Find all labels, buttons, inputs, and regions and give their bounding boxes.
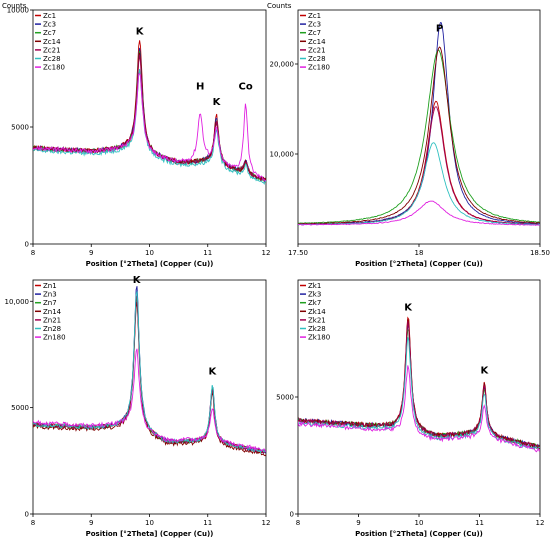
series-line-Zn180 bbox=[33, 348, 266, 452]
x-tick-label: 11 bbox=[203, 519, 212, 527]
y-tick-label: 5000 bbox=[276, 394, 294, 402]
x-axis-label: Position [°2Theta] (Copper (Cu)) bbox=[355, 530, 483, 538]
xrd-panel-4: 8 9 10 11 12 0 5000 Position [°2Theta] (Copper … bbox=[276, 279, 545, 538]
legend-entry: Zn7 bbox=[43, 299, 57, 307]
y-tick-label: 20,000 bbox=[270, 61, 295, 69]
y-tick-label: 10,000 bbox=[270, 151, 295, 159]
series-line-Zc180 bbox=[298, 200, 540, 226]
y-tick-label: 0 bbox=[25, 511, 29, 519]
peak-label: P bbox=[436, 24, 443, 35]
x-tick-label: 12 bbox=[262, 249, 271, 257]
legend-entry: Zc1 bbox=[308, 12, 321, 20]
y-tick-label: 10000 bbox=[7, 7, 29, 15]
legend-entry: Zn3 bbox=[43, 291, 57, 299]
legend-entry: Zc180 bbox=[43, 64, 65, 72]
x-axis-label: Position [°2Theta] (Copper (Cu)) bbox=[86, 530, 214, 538]
peak-label: K bbox=[213, 97, 222, 108]
series-line-Zc3 bbox=[298, 22, 540, 226]
legend-entry: Zc1 bbox=[43, 12, 56, 20]
xrd-panel-2: 17.50 18 18.50 10,000 20,000 Counts Position [… bbox=[267, 2, 550, 268]
legend-entry: Zk28 bbox=[308, 325, 326, 333]
y-axis-label: Counts bbox=[267, 2, 292, 10]
x-tick-label: 18.50 bbox=[530, 249, 550, 257]
x-tick-label: 10 bbox=[145, 519, 154, 527]
legend-entry: Zn1 bbox=[43, 282, 57, 290]
legend-entry: Zc28 bbox=[308, 55, 326, 63]
series-line-Zn14 bbox=[33, 301, 266, 457]
legend-entry: Zk1 bbox=[308, 282, 321, 290]
x-tick-label: 10 bbox=[415, 519, 424, 527]
series-line-Zc7 bbox=[33, 50, 266, 183]
legend-entry: Zc14 bbox=[308, 38, 326, 46]
x-axis-label: Position [°2Theta] (Copper (Cu)) bbox=[86, 260, 214, 268]
legend-entry: Zc7 bbox=[308, 29, 321, 37]
legend-entry: Zn21 bbox=[43, 316, 61, 324]
x-tick-label: 12 bbox=[262, 519, 271, 527]
series-line-Zc14 bbox=[33, 52, 266, 182]
y-tick-label: 10,000 bbox=[5, 298, 30, 306]
series-line-Zc21 bbox=[298, 106, 540, 226]
x-tick-label: 18 bbox=[415, 249, 424, 257]
y-tick-label: 5000 bbox=[11, 124, 29, 132]
legend-entry: Zk7 bbox=[308, 299, 321, 307]
y-axis-label: Counts bbox=[2, 2, 27, 10]
y-tick-label: 0 bbox=[290, 511, 294, 519]
x-tick-label: 8 bbox=[31, 249, 35, 257]
x-axis-label: Position [°2Theta] (Copper (Cu)) bbox=[355, 260, 483, 268]
legend-entry: Zc21 bbox=[43, 46, 61, 54]
legend-entry: Zk21 bbox=[308, 316, 326, 324]
x-tick-label: 12 bbox=[536, 519, 545, 527]
x-tick-label: 9 bbox=[356, 519, 360, 527]
series-line-Zc3 bbox=[33, 47, 266, 183]
legend-entry: Zc3 bbox=[43, 21, 56, 29]
series-line-Zk180 bbox=[298, 365, 540, 453]
series-line-Zc180 bbox=[33, 73, 266, 182]
legend-entry: Zc21 bbox=[308, 46, 326, 54]
series-line-Zc1 bbox=[33, 40, 266, 183]
peak-label: K bbox=[136, 27, 145, 38]
series-line-Zc7 bbox=[298, 49, 540, 224]
series-line-Zc28 bbox=[298, 142, 540, 226]
legend-entry: Zn28 bbox=[43, 325, 61, 333]
plot-frame bbox=[32, 9, 267, 245]
peak-label: K bbox=[404, 302, 413, 313]
legend-entry: Zc180 bbox=[308, 64, 330, 72]
x-tick-label: 11 bbox=[475, 519, 484, 527]
plot-frame bbox=[297, 279, 541, 515]
legend-entry: Zc7 bbox=[43, 29, 56, 37]
legend-entry: Zk3 bbox=[308, 291, 321, 299]
x-tick-label: 11 bbox=[203, 249, 212, 257]
x-tick-label: 9 bbox=[89, 519, 93, 527]
plot-frame bbox=[32, 279, 267, 515]
x-tick-label: 10 bbox=[145, 249, 154, 257]
series-line-Zk7 bbox=[298, 329, 540, 450]
x-tick-label: 8 bbox=[31, 519, 35, 527]
y-tick-label: 5000 bbox=[11, 404, 29, 412]
peak-label: Co bbox=[239, 82, 253, 93]
x-tick-label: 9 bbox=[89, 249, 93, 257]
x-tick-label: 8 bbox=[296, 519, 300, 527]
legend-entry: Zc28 bbox=[43, 55, 61, 63]
series-line-Zc21 bbox=[33, 54, 266, 183]
legend-entry: Zn14 bbox=[43, 308, 62, 316]
series-line-Zc14 bbox=[298, 46, 540, 225]
series-line-Zn28 bbox=[33, 291, 266, 455]
xrd-panel-3: 8 9 10 11 12 0 5000 10,000 Position [°2Theta] (C… bbox=[5, 275, 271, 538]
peak-label: K bbox=[133, 275, 142, 286]
peak-label: K bbox=[209, 367, 218, 378]
legend-entry: Zk180 bbox=[308, 334, 330, 342]
y-tick-label: 0 bbox=[25, 241, 29, 249]
legend-entry: Zc14 bbox=[43, 38, 61, 46]
legend-entry: Zk14 bbox=[308, 308, 326, 316]
legend-entry: Zn180 bbox=[43, 334, 66, 342]
series-line-Zc28 bbox=[33, 69, 266, 186]
peak-label: H bbox=[196, 82, 204, 93]
legend-entry: Zc3 bbox=[308, 21, 321, 29]
series-line-Zk21 bbox=[298, 321, 540, 449]
peak-label: K bbox=[480, 366, 489, 377]
x-tick-label: 17.50 bbox=[288, 249, 308, 257]
